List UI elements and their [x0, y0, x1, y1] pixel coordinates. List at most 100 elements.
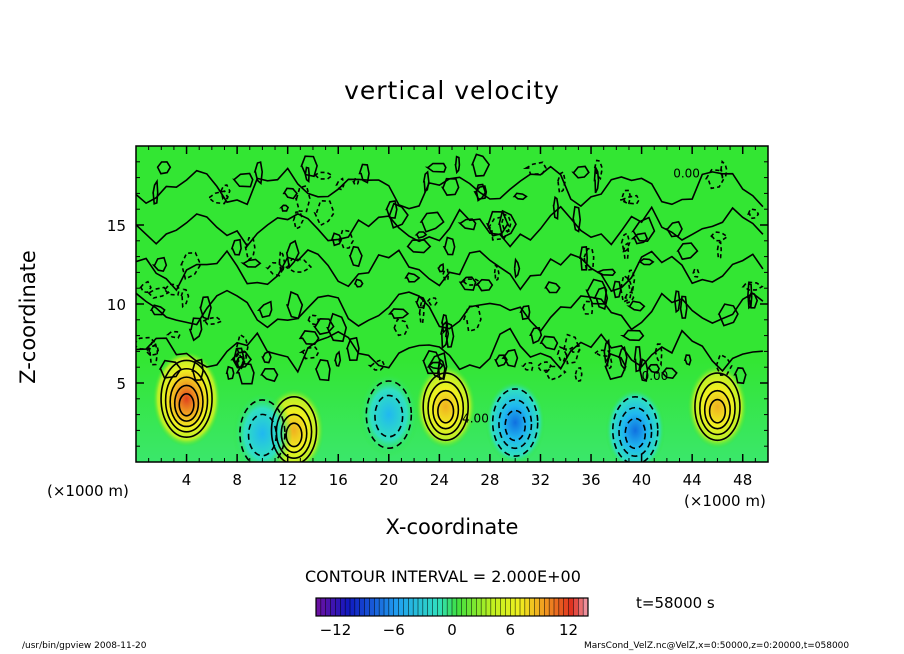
colorbar-bin [388, 598, 395, 616]
colorbar-bin [398, 598, 404, 616]
noise-contour [631, 216, 656, 243]
colorbar-bin [471, 598, 477, 616]
noise-contour [199, 296, 212, 321]
noise-contour [158, 359, 182, 379]
contour-ring-7-1 [618, 406, 653, 457]
colorbar-tick-label: −12 [320, 621, 352, 639]
noise-contour [424, 162, 447, 173]
noise-contour [454, 155, 461, 175]
x-tick-label: 8 [232, 471, 242, 489]
noise-contour [620, 232, 631, 254]
colorbar-bin [452, 598, 458, 616]
noise-contour [593, 164, 600, 194]
contour-ring-6-1 [498, 398, 533, 450]
x-unit-label-right: (×1000 m) [684, 492, 766, 510]
noise-contour [442, 236, 456, 256]
contour-ring-6-0 [491, 388, 539, 457]
colorbar-bin [325, 598, 331, 616]
noise-contour [593, 286, 609, 310]
noise-contour [544, 281, 561, 294]
noise-contour [285, 290, 304, 320]
noise-contour [513, 257, 521, 279]
contour-label-0: 0.00 [642, 369, 669, 383]
noise-contour [583, 247, 595, 271]
noise-contour [592, 349, 611, 358]
noise-contour [307, 314, 320, 326]
noise-contour [717, 303, 739, 327]
noise-contour [747, 208, 760, 220]
noise-contour [387, 308, 410, 320]
noise-contour [414, 231, 428, 239]
colorbar-bin [379, 598, 385, 616]
noise-contour [494, 354, 508, 368]
noise-contour [604, 352, 627, 381]
noise-contour [257, 300, 273, 319]
colorbar-bin [369, 598, 375, 616]
noise-contour [260, 368, 279, 383]
noise-contour [498, 209, 517, 239]
noise-contour [313, 199, 335, 227]
noise-contour [261, 350, 272, 364]
colorbar-bin [413, 598, 419, 616]
noise-contour [593, 159, 604, 181]
colorbar-bin [350, 598, 356, 616]
contour-line-2 [136, 249, 764, 293]
colorbar-bin [495, 598, 501, 616]
contour-line-0 [136, 327, 763, 374]
noise-contour [440, 320, 450, 350]
noise-contour [716, 240, 723, 260]
x-tick-label: 24 [430, 471, 449, 489]
contour-ring-0-4 [178, 393, 195, 417]
noise-contour [661, 367, 678, 380]
noise-contour [232, 172, 254, 188]
noise-contour [419, 211, 445, 233]
colorbar-bin [393, 598, 399, 616]
noise-contour [566, 345, 582, 353]
noise-contour [474, 278, 494, 292]
colorbar-bin [359, 598, 365, 616]
noise-contour [441, 268, 450, 282]
colorbar-bin [520, 598, 526, 616]
colorbar-bin [554, 598, 560, 616]
colorbar-bin [316, 598, 322, 616]
colorbar-tick-label: 6 [506, 621, 516, 639]
contour-ring-1-0 [270, 396, 318, 462]
feature-updraft-2 [415, 364, 476, 449]
noise-contour [581, 300, 594, 315]
noise-contour [437, 357, 446, 381]
contour-ring-1-3 [285, 422, 303, 448]
colorbar-bin [427, 598, 433, 616]
noise-contour [202, 316, 224, 326]
noise-contour [521, 361, 534, 372]
noise-contour [676, 242, 699, 261]
y-tick-label: 15 [107, 217, 126, 235]
colorbar-bin [568, 598, 574, 616]
time-label: t=58000 s [636, 594, 715, 612]
noise-contour [285, 239, 300, 270]
noise-contour [180, 288, 190, 309]
contour-ring-5-1 [374, 394, 404, 438]
noise-contour [235, 362, 255, 385]
contour-interval-label: CONTOUR INTERVAL = 2.000E+00 [305, 567, 581, 586]
noise-contour [679, 295, 688, 319]
noise-contour [620, 189, 632, 205]
contour-ring-2-2 [432, 389, 460, 430]
x-tick-label: 32 [531, 471, 550, 489]
noise-contour [585, 278, 608, 305]
noise-contour [519, 305, 531, 321]
noise-contour [458, 276, 477, 291]
x-tick-label: 12 [278, 471, 297, 489]
x-tick-label: 16 [329, 471, 348, 489]
x-tick-label: 36 [581, 471, 600, 489]
noise-contour [622, 241, 630, 260]
contour-line-3 [136, 205, 764, 248]
chart-title: vertical velocity [344, 76, 560, 105]
noise-contour [471, 153, 491, 177]
noise-contour [335, 177, 345, 191]
noise-contour [493, 263, 500, 283]
noise-contour [149, 304, 166, 316]
noise-contour [529, 326, 543, 345]
feature-downdraft-6 [485, 380, 546, 462]
colorbar-bin [544, 598, 550, 616]
